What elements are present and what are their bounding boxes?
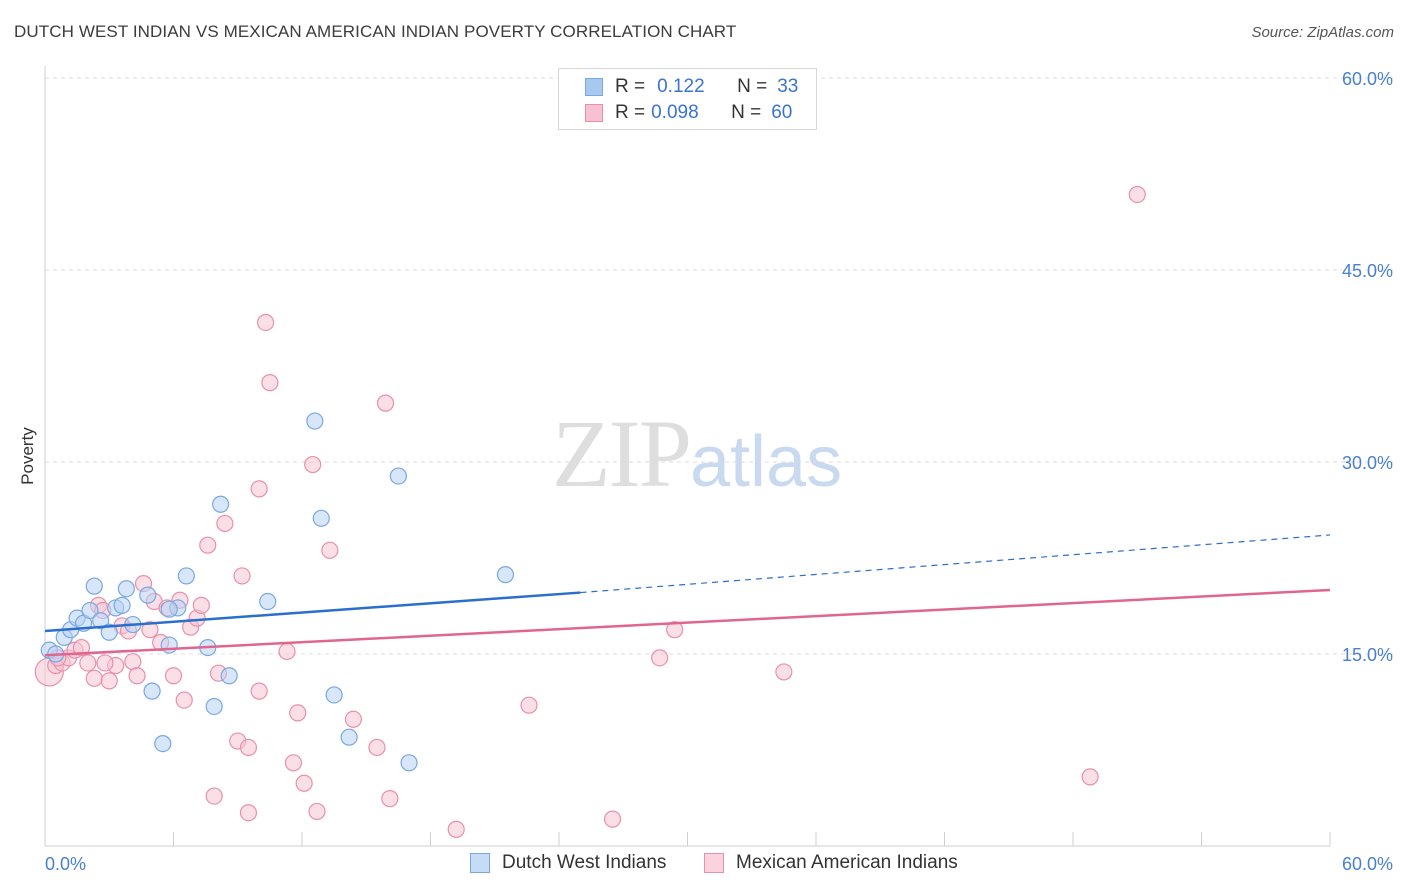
point-dutch [177, 567, 195, 585]
point-dutch [139, 586, 157, 604]
point-mexican [651, 649, 669, 667]
legend-label-dutch: Dutch West Indians [502, 852, 667, 873]
stats-row-mexican: R = 0.098 N = 60 [585, 101, 792, 125]
point-mexican [603, 810, 622, 828]
point-dutch [113, 596, 131, 614]
point-dutch [340, 728, 358, 746]
y-tick-label: 15.0% [1342, 645, 1393, 665]
point-mexican [304, 455, 322, 474]
trendline-mexican [44, 588, 1331, 657]
x-tick-label: 0.0% [45, 854, 86, 874]
n-label: N = [731, 102, 762, 123]
point-mexican [295, 774, 313, 792]
point-dutch [212, 495, 230, 513]
point-mexican [321, 541, 339, 559]
point-mexican [344, 710, 362, 728]
point-dutch [117, 580, 135, 598]
n-label: N = [737, 76, 768, 97]
point-mexican [239, 738, 258, 757]
trendline-dutch [44, 591, 581, 633]
point-mexican [72, 638, 91, 657]
point-mexican [141, 621, 159, 639]
legend-swatch-dutch [470, 853, 490, 873]
r-label: R = [615, 102, 646, 123]
point-dutch [220, 667, 238, 685]
point-dutch [325, 686, 343, 704]
r-label: R = [615, 76, 646, 97]
trendline-dutch-projection [580, 534, 1331, 594]
point-mexican [278, 642, 296, 661]
point-mexican [205, 787, 223, 805]
point-mexican [376, 394, 395, 412]
point-mexican [100, 672, 118, 690]
point-mexican [1128, 185, 1146, 204]
legend-label-mexican: Mexican American Indians [736, 852, 958, 873]
watermark-zip: ZIP [552, 400, 692, 507]
r-value: 0.122 [657, 76, 705, 97]
point-mexican [261, 374, 279, 392]
point-dutch [160, 600, 178, 618]
legend-swatch-mexican [704, 853, 724, 873]
x-tick-label: 60.0% [1342, 854, 1393, 874]
point-dutch [400, 754, 418, 772]
point-mexican [199, 536, 217, 554]
point-dutch [143, 682, 161, 700]
point-mexican [666, 621, 684, 639]
point-dutch [154, 734, 172, 753]
y-axis-label: Poverty [18, 427, 37, 485]
n-value: 33 [777, 76, 799, 97]
point-dutch [160, 636, 178, 654]
point-dutch [85, 577, 103, 595]
point-mexican [284, 754, 303, 772]
point-mexican [175, 691, 193, 709]
point-mexican [96, 654, 114, 672]
point-dutch [312, 509, 330, 527]
y-tick-label: 30.0% [1342, 453, 1393, 473]
legend-swatch-dutch [585, 78, 603, 96]
point-dutch [389, 467, 407, 485]
point-mexican [128, 667, 146, 685]
n-value: 60 [771, 102, 793, 123]
point-mexican [381, 790, 399, 808]
point-dutch [496, 566, 515, 584]
point-mexican [308, 802, 326, 821]
point-mexican [775, 663, 793, 681]
r-value: 0.098 [651, 102, 699, 123]
point-mexican [79, 654, 97, 672]
point-mexican [164, 667, 183, 685]
legend-item-dutch: Dutch West Indians [470, 852, 666, 874]
point-mexican [368, 738, 386, 757]
point-mexican [289, 704, 307, 722]
point-mexican [250, 682, 268, 700]
point-dutch [259, 592, 277, 611]
point-mexican [233, 567, 251, 585]
point-mexican [216, 514, 234, 533]
chart-title: DUTCH WEST INDIAN VS MEXICAN AMERICAN IN… [14, 22, 737, 41]
stats-legend: R = 0.122 N = 33 R = 0.098 N = 60 [558, 68, 817, 130]
point-dutch [81, 601, 99, 620]
point-mexican [520, 696, 538, 714]
point-mexican [256, 313, 275, 332]
point-mexican [1081, 768, 1099, 786]
legend-swatch-mexican [585, 104, 603, 122]
stats-row-dutch: R = 0.122 N = 33 [585, 75, 798, 99]
y-tick-label: 60.0% [1342, 69, 1393, 89]
legend-item-mexican: Mexican American Indians [704, 852, 958, 874]
point-mexican [250, 480, 268, 498]
point-mexican [85, 669, 103, 687]
point-mexican [447, 820, 465, 838]
point-dutch [100, 623, 118, 641]
point-mexican [239, 804, 258, 822]
point-dutch [205, 697, 223, 716]
source-label: Source: ZipAtlas.com [1251, 24, 1394, 41]
point-mexican [192, 596, 210, 614]
point-dutch [306, 412, 324, 430]
point-dutch [92, 612, 110, 630]
y-tick-label: 45.0% [1342, 261, 1393, 281]
